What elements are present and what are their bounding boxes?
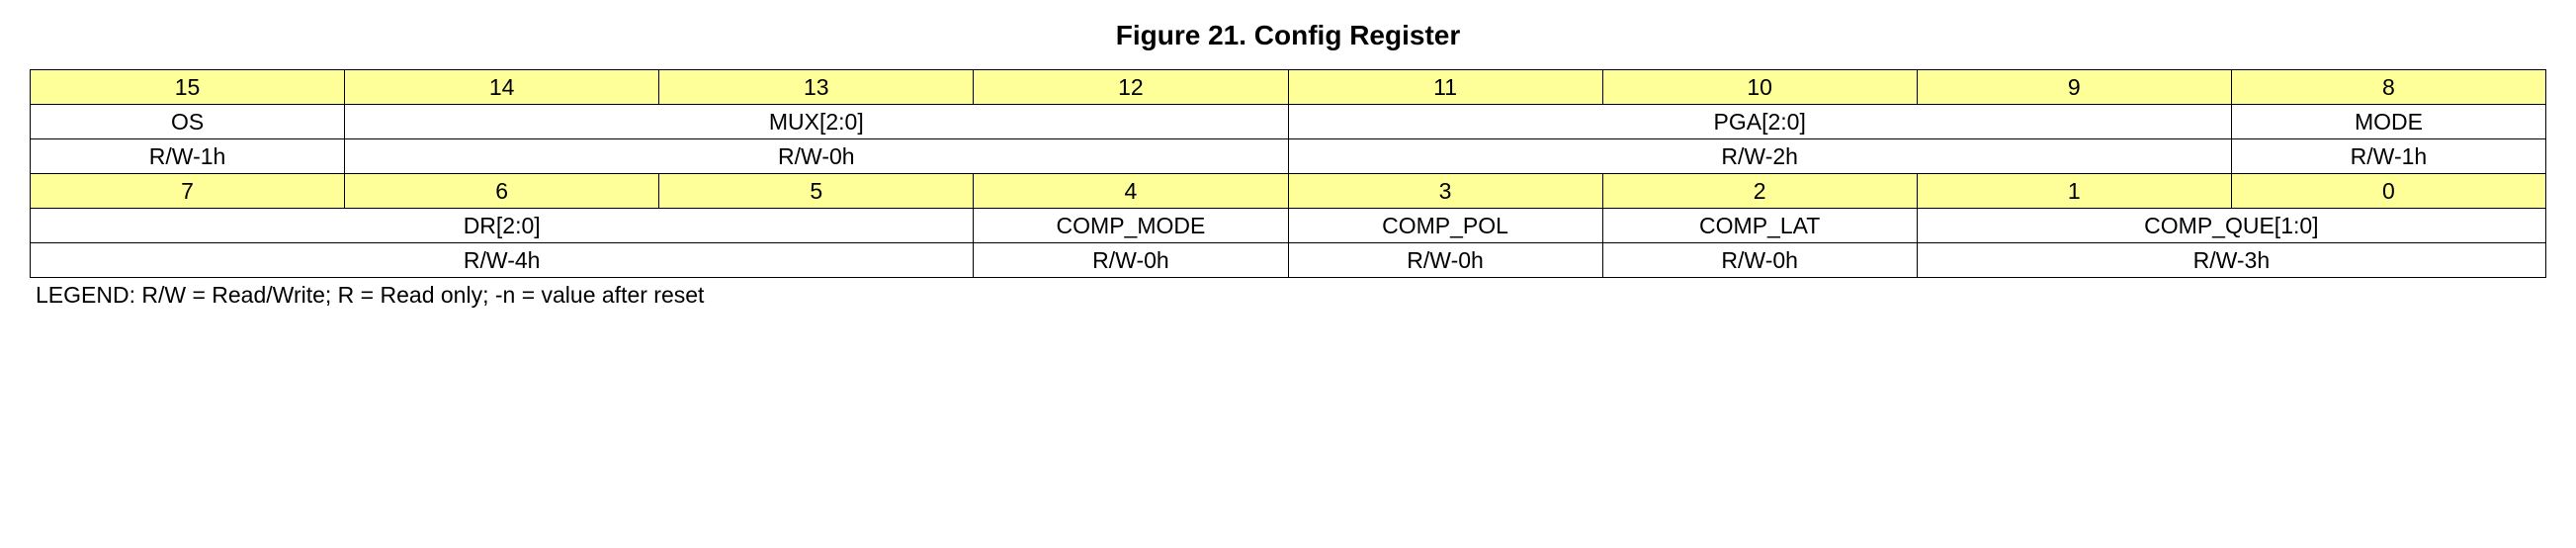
bit-num: 4 (974, 174, 1288, 209)
field-row-low: DR[2:0] COMP_MODE COMP_POL COMP_LAT COMP… (31, 209, 2546, 243)
bit-header-high: 15 14 13 12 11 10 9 8 (31, 70, 2546, 105)
bit-num: 9 (1917, 70, 2231, 105)
legend-text: LEGEND: R/W = Read/Write; R = Read only;… (30, 282, 2546, 309)
field-os: OS (31, 105, 345, 139)
bit-num: 6 (345, 174, 659, 209)
reset-comp-pol: R/W-0h (1288, 243, 1602, 278)
field-comp-lat: COMP_LAT (1602, 209, 1917, 243)
reset-comp-mode: R/W-0h (974, 243, 1288, 278)
field-pga: PGA[2:0] (1288, 105, 2231, 139)
bit-num: 3 (1288, 174, 1602, 209)
reset-os: R/W-1h (31, 139, 345, 174)
bit-num: 7 (31, 174, 345, 209)
field-mode: MODE (2231, 105, 2545, 139)
field-dr: DR[2:0] (31, 209, 974, 243)
reset-pga: R/W-2h (1288, 139, 2231, 174)
field-mux: MUX[2:0] (345, 105, 1288, 139)
field-row-high: OS MUX[2:0] PGA[2:0] MODE (31, 105, 2546, 139)
figure-title: Figure 21. Config Register (30, 20, 2546, 51)
bit-num: 15 (31, 70, 345, 105)
bit-num: 13 (659, 70, 974, 105)
config-register-table: 15 14 13 12 11 10 9 8 OS MUX[2:0] PGA[2:… (30, 69, 2546, 278)
bit-num: 2 (1602, 174, 1917, 209)
reset-mode: R/W-1h (2231, 139, 2545, 174)
reset-mux: R/W-0h (345, 139, 1288, 174)
field-comp-pol: COMP_POL (1288, 209, 1602, 243)
bit-num: 5 (659, 174, 974, 209)
reset-comp-que: R/W-3h (1917, 243, 2545, 278)
bit-num: 0 (2231, 174, 2545, 209)
bit-num: 14 (345, 70, 659, 105)
field-comp-mode: COMP_MODE (974, 209, 1288, 243)
bit-num: 1 (1917, 174, 2231, 209)
bit-num: 10 (1602, 70, 1917, 105)
bit-header-low: 7 6 5 4 3 2 1 0 (31, 174, 2546, 209)
bit-num: 12 (974, 70, 1288, 105)
reset-row-low: R/W-4h R/W-0h R/W-0h R/W-0h R/W-3h (31, 243, 2546, 278)
bit-num: 8 (2231, 70, 2545, 105)
reset-row-high: R/W-1h R/W-0h R/W-2h R/W-1h (31, 139, 2546, 174)
field-comp-que: COMP_QUE[1:0] (1917, 209, 2545, 243)
reset-dr: R/W-4h (31, 243, 974, 278)
reset-comp-lat: R/W-0h (1602, 243, 1917, 278)
bit-num: 11 (1288, 70, 1602, 105)
